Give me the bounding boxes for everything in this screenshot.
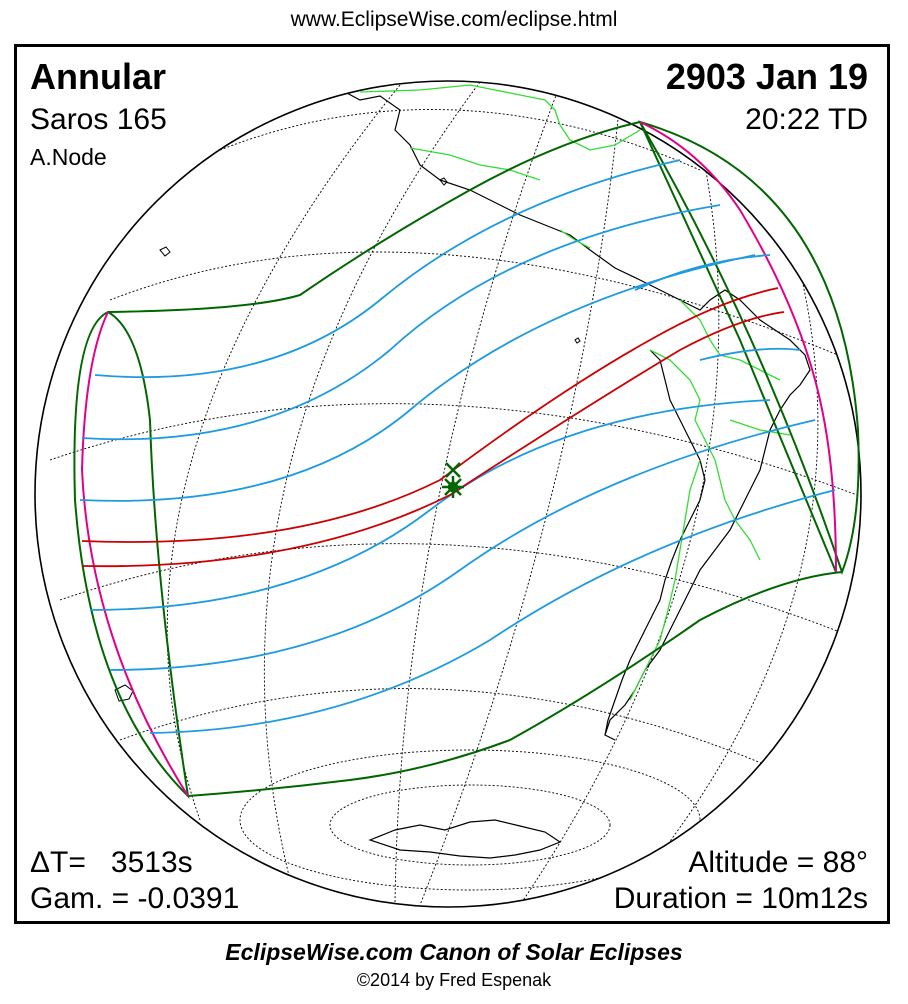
polar-circle — [239, 749, 701, 891]
central-path-south-limit — [81, 311, 785, 568]
duration-value: Duration = 10m12s — [613, 882, 868, 915]
meridian-line — [166, 84, 401, 821]
gamma-value: Gam. = -0.0391 — [30, 882, 240, 915]
delta-t-value: ΔT= 3513s — [30, 846, 193, 879]
island-outline — [159, 246, 171, 257]
border-line — [729, 419, 791, 436]
sunrise-sunset-diagonal — [639, 121, 837, 573]
eclipse-type: Annular — [30, 56, 167, 97]
globe-outline — [34, 80, 862, 908]
island-outline — [439, 177, 448, 186]
penumbra-line — [94, 159, 681, 378]
northern-outer-limit — [107, 121, 641, 313]
border-line — [679, 299, 781, 381]
penumbra-line — [699, 347, 801, 361]
outer-limits — [73, 120, 860, 799]
border-line — [409, 147, 541, 181]
north-america-coastline — [344, 91, 811, 741]
eclipse-date: 2903 Jan 19 — [665, 56, 868, 97]
western-rise-curve — [80, 311, 189, 797]
parallel-line — [59, 543, 861, 641]
map-frame — [14, 44, 890, 924]
eastern-limb-curve — [637, 120, 860, 575]
meridian-line — [394, 84, 561, 906]
eclipse-time: 20:22 TD — [745, 103, 868, 136]
penumbra-line — [79, 254, 756, 502]
parallel-line — [119, 688, 801, 781]
island-outline — [114, 684, 134, 702]
asterisk-marker-icon — [442, 476, 464, 498]
graticule — [49, 81, 861, 906]
meridian-line — [263, 81, 481, 881]
central-path-north-limit — [81, 287, 779, 543]
penumbra-line — [109, 419, 816, 671]
meridian-line — [419, 99, 621, 906]
border-line — [359, 84, 641, 151]
political-borders — [359, 84, 791, 701]
penumbral-lines — [79, 159, 836, 734]
parallel-line — [109, 251, 851, 361]
penumbra-line — [89, 399, 771, 611]
eastern-set-curve — [639, 121, 837, 573]
penumbra-line — [634, 254, 771, 291]
polar-circle — [329, 784, 611, 866]
central-path — [81, 287, 785, 568]
saros-number: Saros 165 — [30, 103, 167, 136]
canon-title: EclipseWise.com Canon of Solar Eclipses — [225, 939, 683, 965]
penumbra-line — [149, 489, 836, 734]
parallel-line — [49, 403, 861, 501]
border-line — [649, 349, 761, 561]
copyright-notice: ©2014 by Fred Espenak — [356, 970, 552, 990]
parallel-line — [219, 109, 701, 171]
meridian-line — [639, 199, 819, 881]
island-outline — [574, 337, 581, 344]
penumbra-line — [81, 204, 721, 441]
source-url[interactable]: www.EclipseWise.com/eclipse.html — [290, 8, 618, 31]
border-line — [559, 229, 591, 249]
x-marker-icon — [445, 462, 461, 478]
meridian-line — [519, 139, 720, 906]
antarctica-coastline — [368, 819, 562, 859]
border-line — [629, 459, 701, 701]
rise-set-curves — [80, 121, 837, 797]
altitude-value: Altitude = 88° — [688, 846, 868, 879]
southern-outer-limit — [187, 571, 843, 797]
node-label: A.Node — [30, 144, 107, 170]
